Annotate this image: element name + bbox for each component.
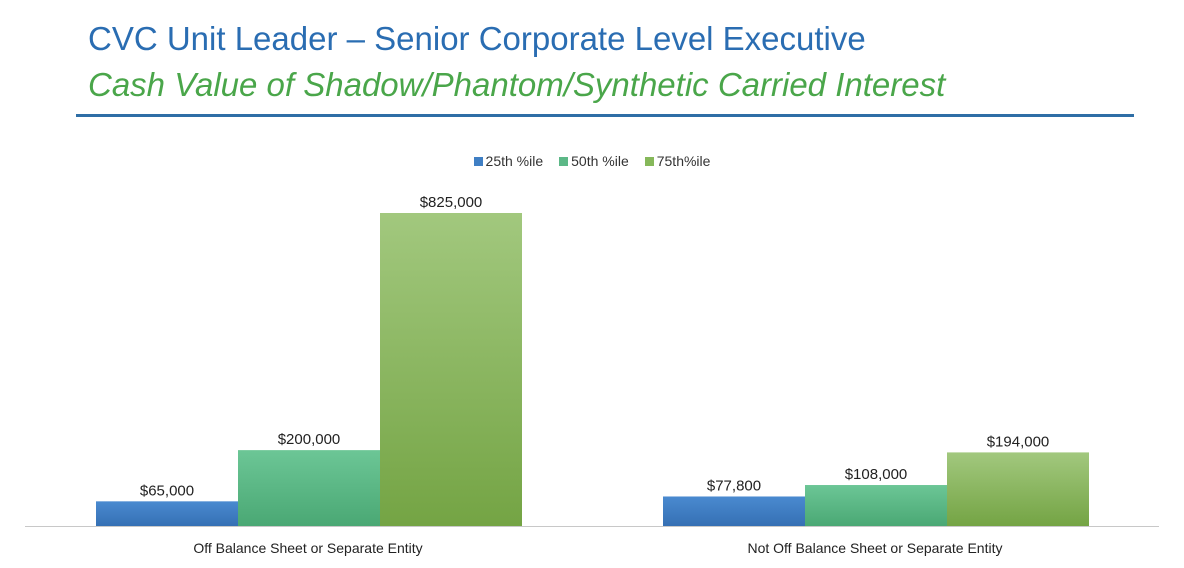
- data-label-series-0-category-1: $77,800: [707, 477, 761, 494]
- page-subtitle: Cash Value of Shadow/Phantom/Synthetic C…: [88, 66, 946, 103]
- legend-item-25th: 25th %ile: [473, 153, 544, 169]
- data-label-series-0-category-0: $65,000: [140, 482, 194, 499]
- data-label-series-2-category-0: $825,000: [420, 194, 483, 211]
- category-label-0: Off Balance Sheet or Separate Entity: [193, 540, 422, 556]
- data-label-series-1-category-1: $108,000: [845, 466, 908, 483]
- bar-series-0-category-1: [663, 496, 805, 526]
- bar-series-2-category-0: [380, 213, 522, 526]
- legend-item-75th: 75th%ile: [644, 153, 711, 169]
- bars-group: $65,000 $77,800 $200,000 $108,000 $825,000 $1…: [96, 194, 1089, 556]
- legend-label-75th: 75th%ile: [656, 153, 711, 169]
- legend-label-50th: 50th %ile: [571, 153, 629, 169]
- legend-swatch-75th: [644, 156, 654, 166]
- data-label-series-2-category-1: $194,000: [987, 433, 1050, 450]
- chart-legend: 25th %ile 50th %ile 75th%ile: [0, 153, 1184, 169]
- legend-swatch-25th: [473, 156, 483, 166]
- bar-series-0-category-0: [96, 501, 238, 526]
- bar-series-1-category-1: [805, 485, 947, 526]
- bar-series-1-category-0: [238, 450, 380, 526]
- title-divider: [76, 114, 1134, 117]
- data-label-series-1-category-0: $200,000: [278, 431, 341, 448]
- legend-swatch-50th: [559, 156, 569, 166]
- category-label-1: Not Off Balance Sheet or Separate Entity: [747, 540, 1002, 556]
- legend-item-50th: 50th %ile: [559, 153, 629, 169]
- bar-series-2-category-1: [947, 452, 1089, 526]
- legend-label-25th: 25th %ile: [485, 153, 544, 169]
- page-title: CVC Unit Leader – Senior Corporate Level…: [88, 20, 866, 57]
